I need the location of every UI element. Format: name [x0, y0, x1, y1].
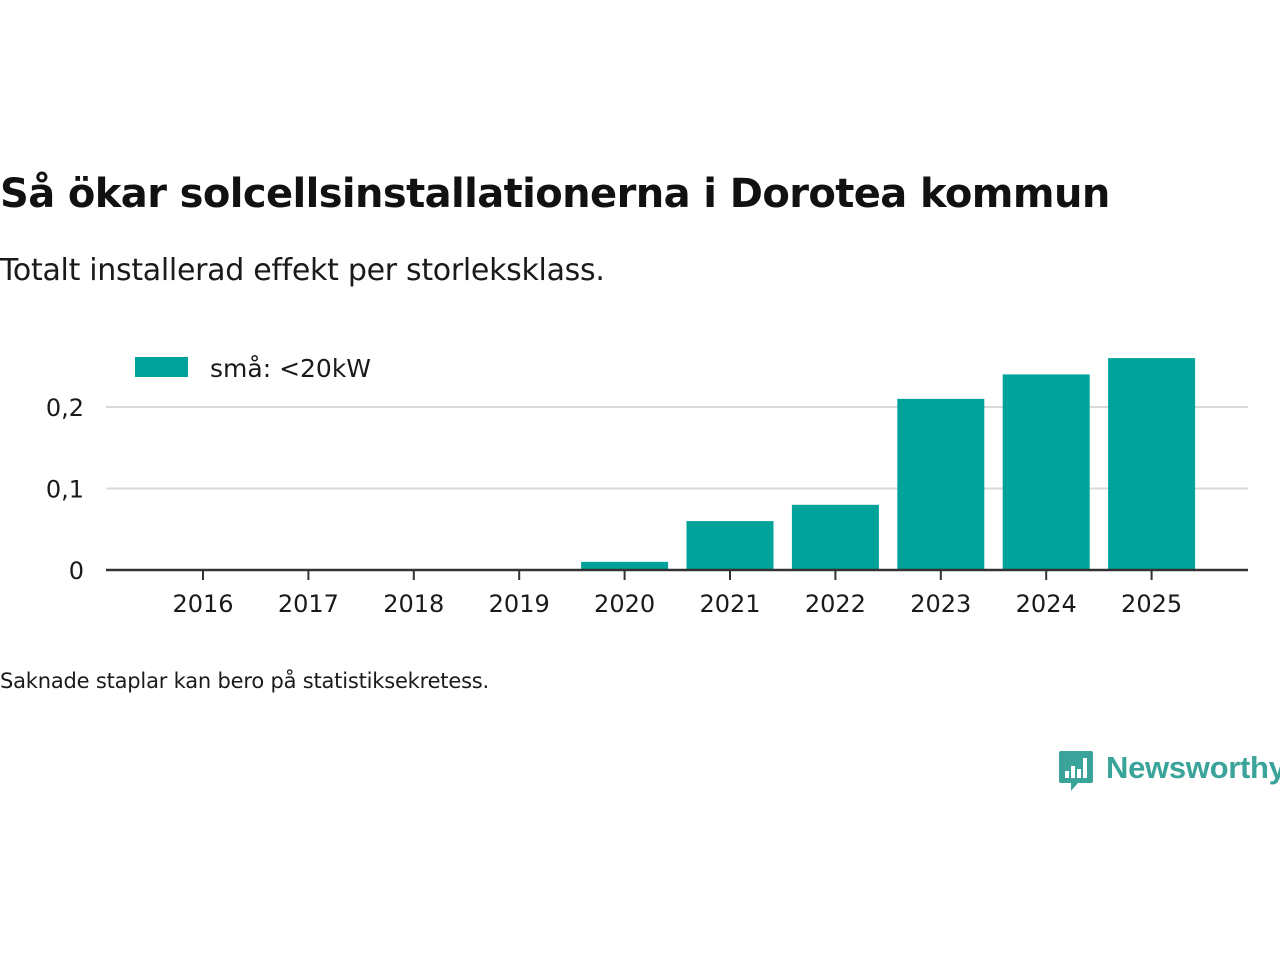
axes: 0 0,1 0,2 2016 2017 2018 2019 2020 2021 2022 2023 2… [46, 394, 1248, 618]
bar [1002, 374, 1090, 570]
x-tick-label: 2018 [383, 590, 444, 618]
bar [1108, 358, 1196, 570]
legend-swatch [135, 357, 188, 377]
chart-subtitle: Totalt installerad effekt per storlekskl… [0, 253, 605, 288]
y-tick-label: 0 [69, 557, 84, 585]
x-tick-label: 2022 [805, 590, 866, 618]
y-tick-label: 0,2 [46, 394, 84, 422]
chart-title: Så ökar solcellsinstallationerna i Dorot… [0, 171, 1110, 217]
footnote: Saknade staplar kan bero på statistiksek… [0, 669, 490, 693]
x-tick-label: 2023 [910, 590, 971, 618]
x-tick-label: 2016 [172, 590, 233, 618]
brand-name: Newsworthy [1106, 750, 1280, 785]
x-tick-label: 2019 [489, 590, 550, 618]
x-tick-label: 2024 [1016, 590, 1077, 618]
bar [686, 521, 774, 570]
newsworthy-logo-icon [1059, 751, 1093, 791]
x-tick-label: 2020 [594, 590, 655, 618]
y-tick-label: 0,1 [46, 476, 84, 504]
brand-logo: Newsworthy [1058, 748, 1280, 794]
bar [581, 561, 669, 570]
legend: små: <20kW [135, 354, 371, 383]
bars [581, 358, 1196, 570]
legend-label: små: <20kW [210, 354, 371, 383]
x-tick-label: 2021 [699, 590, 760, 618]
bar-chart: 0 0,1 0,2 2016 2017 2018 2019 2020 2021 2022 2023 2… [46, 354, 1248, 618]
x-tick-label: 2025 [1121, 590, 1182, 618]
bar [791, 504, 879, 570]
bar [897, 398, 985, 570]
x-tick-label: 2017 [278, 590, 339, 618]
